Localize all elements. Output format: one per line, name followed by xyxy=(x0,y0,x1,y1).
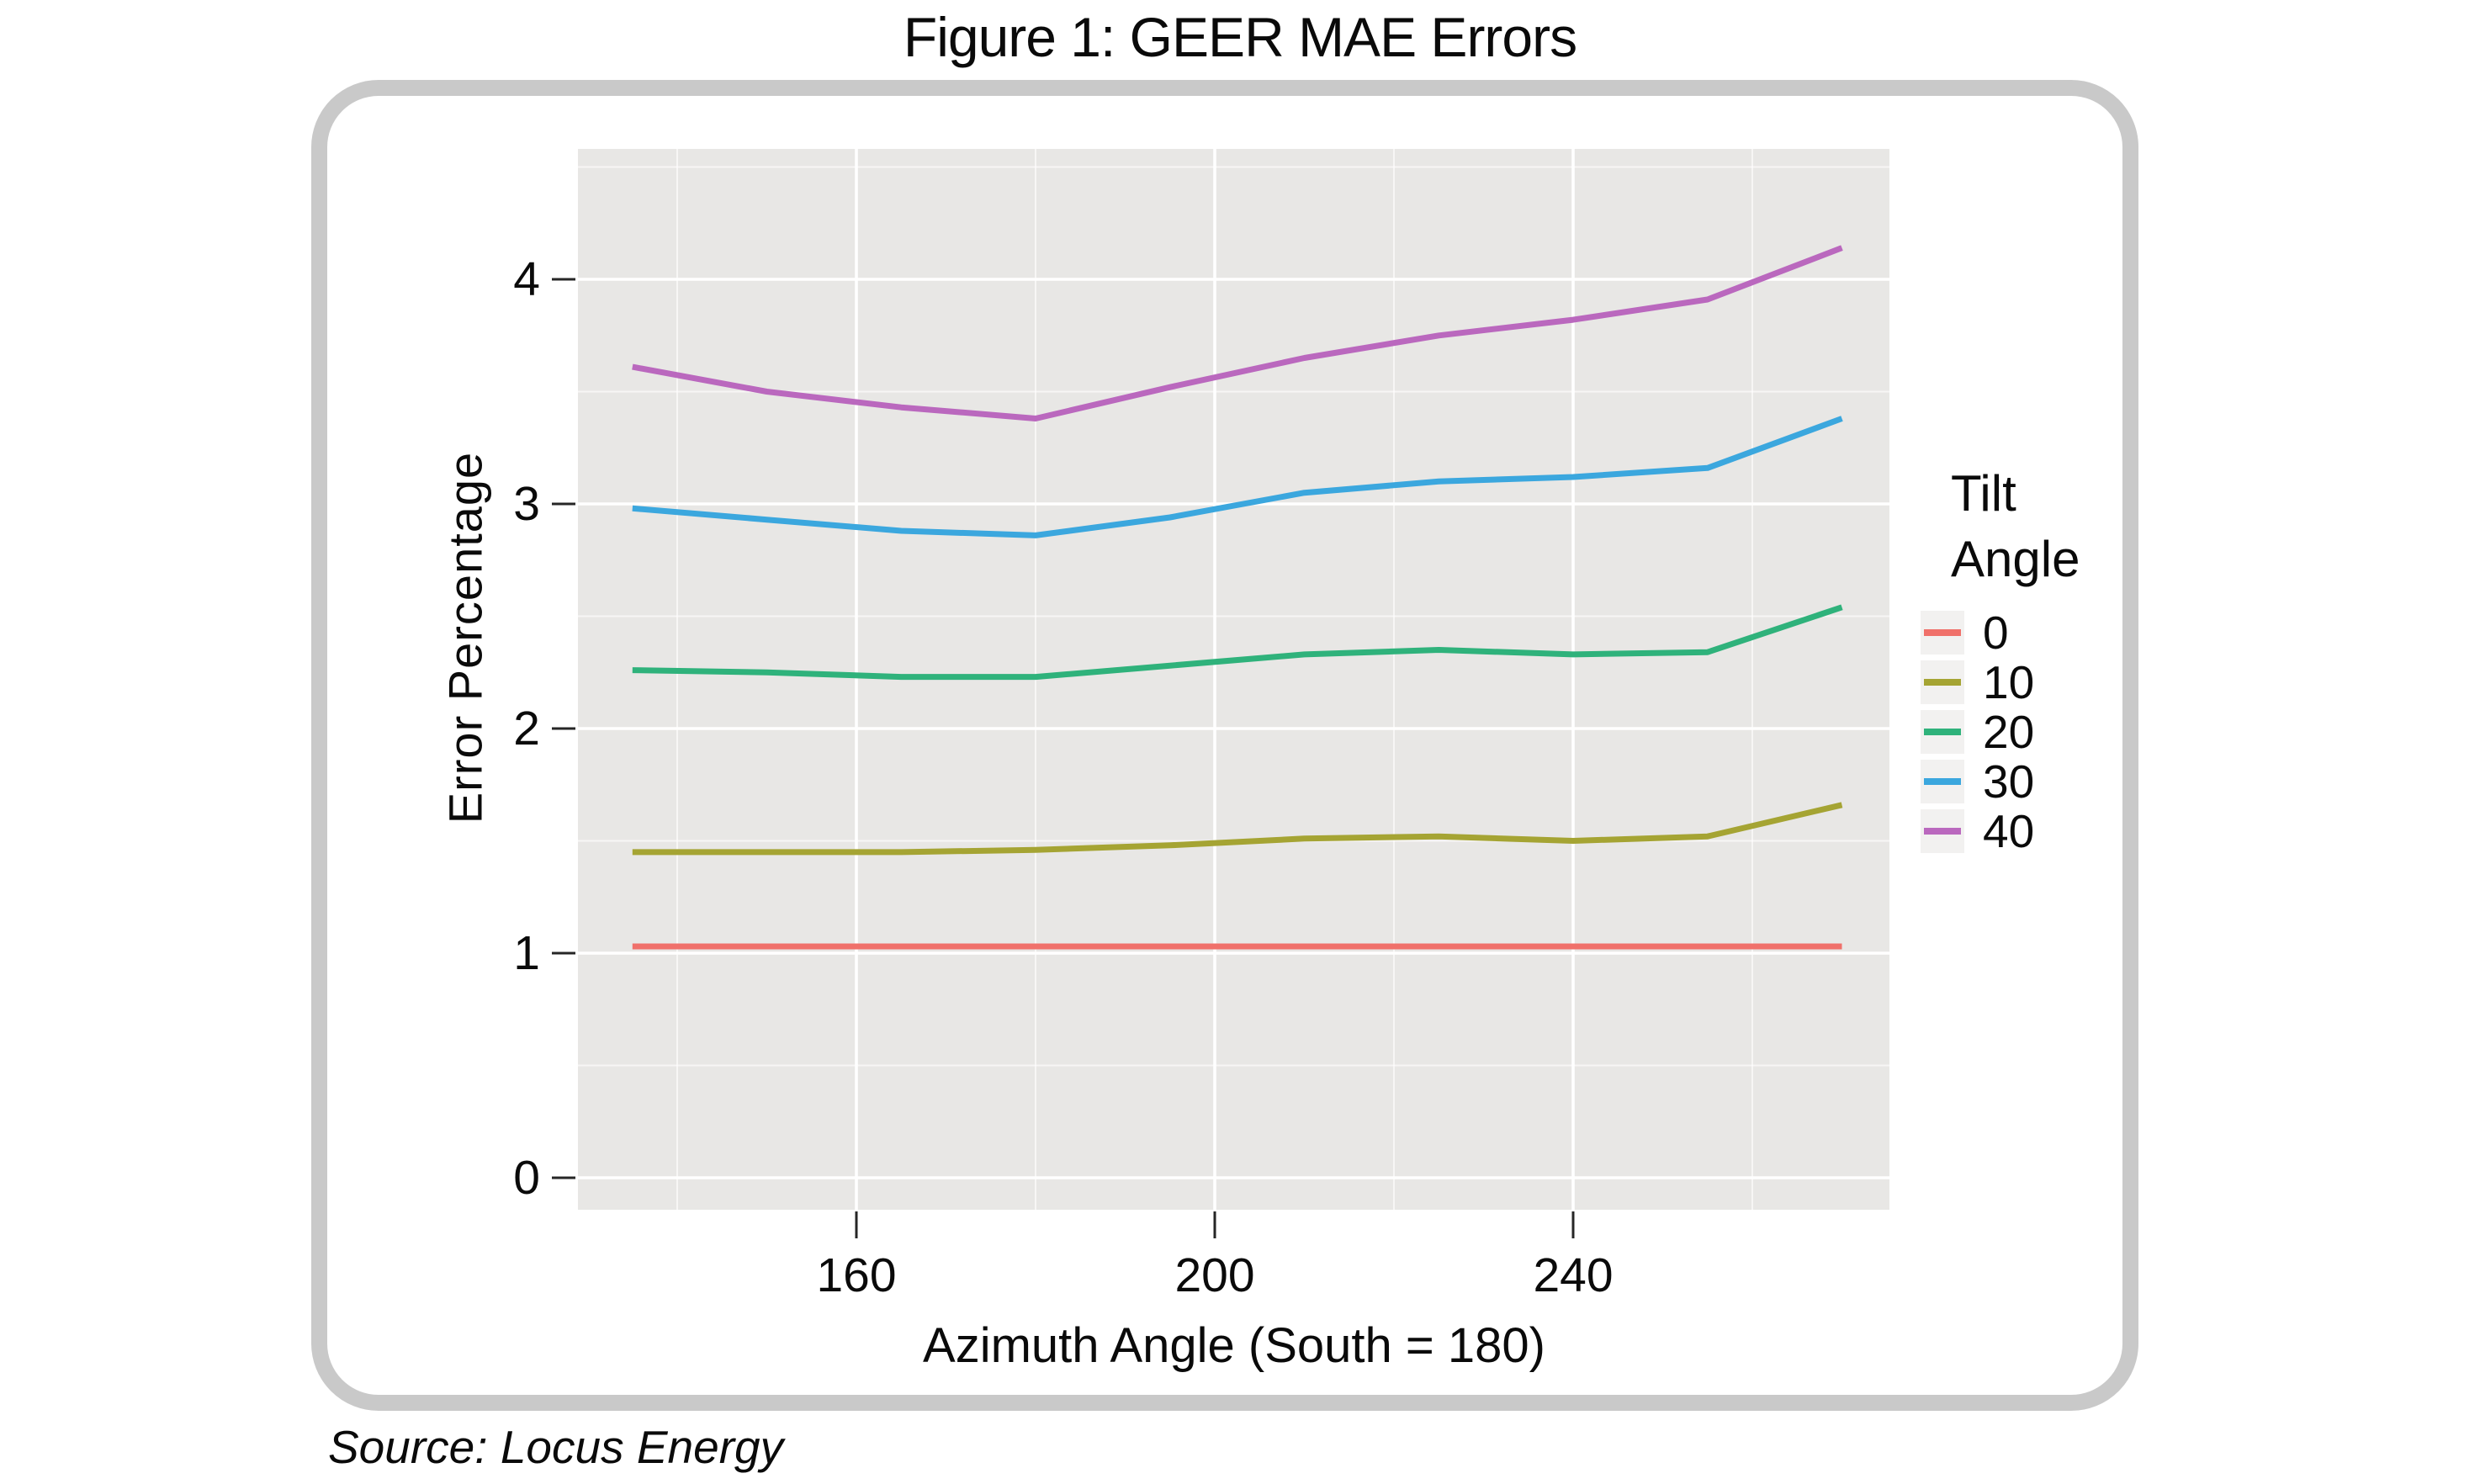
y-axis-title: Error Percentage xyxy=(438,451,492,824)
legend-swatch-icon xyxy=(1924,828,1961,835)
y-tick-label: 3 xyxy=(513,477,540,531)
x-tick-label: 200 xyxy=(1174,1248,1255,1302)
chart-panel xyxy=(578,149,1889,1210)
legend-key xyxy=(1921,809,1964,853)
legend-swatch-icon xyxy=(1924,778,1961,785)
legend-entry: 0 xyxy=(1921,607,2173,659)
legend-key xyxy=(1921,660,1964,704)
legend-entries: 0 10 20 30 40 xyxy=(1921,607,2173,857)
legend-swatch-icon xyxy=(1924,629,1961,636)
legend-entry-label: 20 xyxy=(1983,706,2035,758)
legend-title-line: Tilt xyxy=(1951,465,2016,522)
series-line-tilt-10 xyxy=(632,802,1843,856)
x-axis-title: Azimuth Angle (South = 180) xyxy=(923,1318,1545,1373)
figure-frame xyxy=(311,80,2138,1411)
legend-entry-label: 40 xyxy=(1983,805,2035,857)
legend-key xyxy=(1921,710,1964,754)
legend-swatch-icon xyxy=(1924,729,1961,735)
x-tick-label: 160 xyxy=(816,1248,897,1302)
y-tick-label: 2 xyxy=(513,702,540,755)
legend-entry: 40 xyxy=(1921,805,2173,857)
y-tick-label: 0 xyxy=(513,1151,540,1205)
legend-key xyxy=(1921,760,1964,803)
legend-title: Tilt Angle xyxy=(1921,461,2173,592)
y-tick-label: 4 xyxy=(513,252,540,306)
legend-entry: 10 xyxy=(1921,656,2173,708)
legend-swatch-icon xyxy=(1924,679,1961,686)
y-tick-label: 1 xyxy=(513,926,540,980)
series-line-tilt-40 xyxy=(632,245,1843,421)
legend: Tilt Angle 0 10 20 30 40 xyxy=(1921,461,2173,859)
legend-entry-label: 0 xyxy=(1983,607,2009,659)
x-tick-label: 240 xyxy=(1533,1248,1614,1302)
series-line-tilt-30 xyxy=(632,416,1843,538)
figure-title: Figure 1: GEER MAE Errors xyxy=(903,6,1577,68)
legend-entry: 20 xyxy=(1921,706,2173,758)
legend-entry: 30 xyxy=(1921,755,2173,808)
legend-key xyxy=(1921,611,1964,655)
legend-title-line: Angle xyxy=(1951,531,2080,587)
legend-entry-label: 30 xyxy=(1983,755,2035,808)
legend-entry-label: 10 xyxy=(1983,656,2035,708)
series-line-tilt-20 xyxy=(632,604,1843,681)
source-note: Source: Locus Energy xyxy=(328,1421,784,1473)
